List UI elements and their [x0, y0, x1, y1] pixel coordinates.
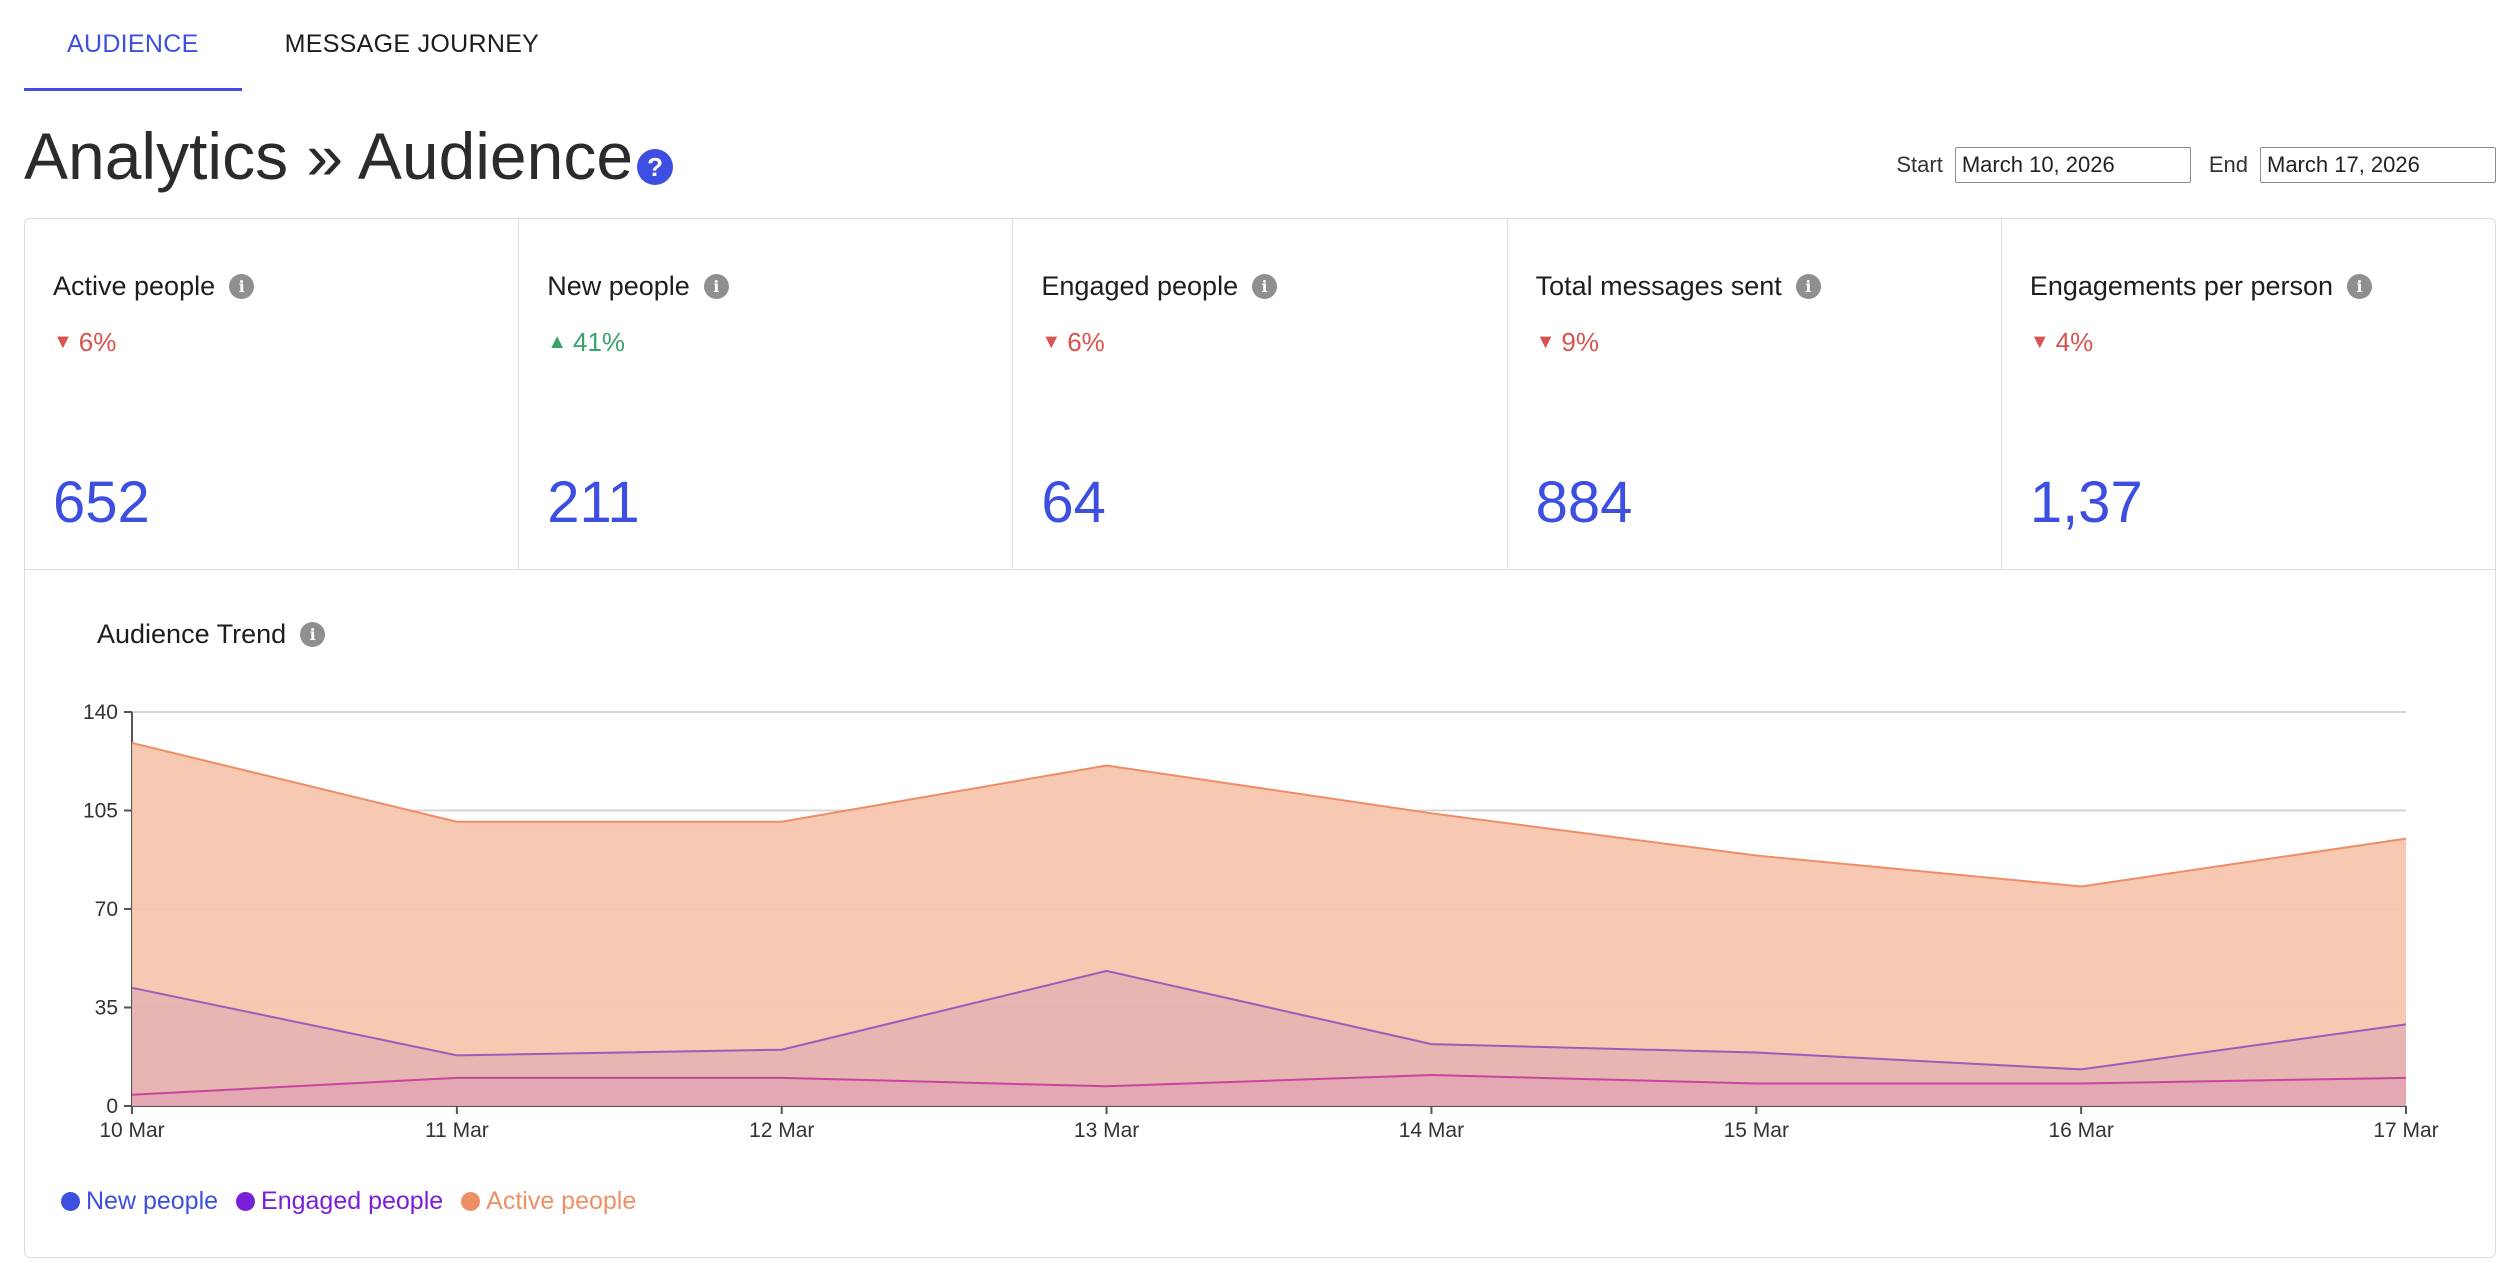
series-new-people-area: [132, 1075, 2406, 1106]
triangle-up-icon: ▲: [547, 331, 567, 353]
tab-message-journey[interactable]: MESSAGE JOURNEY: [284, 29, 540, 58]
x-tick-label: 16 Mar: [2048, 1119, 2113, 1142]
start-date-label: Start: [1896, 152, 1943, 177]
triangle-down-icon: ▼: [2029, 331, 2050, 353]
series-active-people-area: [132, 742, 2406, 1106]
tab-audience[interactable]: AUDIENCE: [24, 0, 242, 91]
stat-value: 884: [1535, 470, 1633, 535]
stat-engaged-people: Engaged people i ▼ 6% 64: [1013, 219, 1508, 569]
analytics-card: Active people i ▼ 6% 652 New people i ▲ 41% …: [24, 218, 2496, 1258]
stat-new-people: New people i ▲ 41% 211: [519, 219, 1014, 569]
triangle-down-icon: ▼: [53, 331, 73, 353]
stat-label: New people i: [547, 271, 729, 302]
triangle-down-icon: ▼: [1041, 331, 1062, 353]
x-tick-label: 17 Mar: [2373, 1119, 2438, 1142]
info-icon[interactable]: i: [703, 274, 729, 299]
x-tick-label: 11 Mar: [425, 1119, 489, 1142]
legend-item-engaged-people[interactable]: Engaged people: [236, 1187, 443, 1216]
stat-change: ▼ 4%: [2029, 327, 2094, 357]
legend-item-active-people[interactable]: Active people: [461, 1187, 636, 1216]
triangle-down-icon: ▼: [1535, 331, 1556, 353]
page-header: Analytics » Audience ?: [24, 118, 674, 194]
info-icon[interactable]: i: [229, 274, 255, 299]
y-tick-label: 105: [83, 800, 118, 823]
y-tick-label: 140: [83, 701, 118, 724]
y-tick-label: 0: [106, 1095, 118, 1118]
legend-item-new-people[interactable]: New people: [61, 1187, 218, 1216]
question-circle-icon[interactable]: ?: [637, 149, 674, 185]
legend-dot: [461, 1192, 481, 1211]
stat-total-messages-sent: Total messages sent i ▼ 9% 884: [1508, 219, 2002, 569]
series-engaged-people-line: [131, 969, 2407, 1071]
stat-change: ▼ 6%: [1041, 327, 1105, 357]
stat-engagements-per-person: Engagements per person i ▼ 4% 1,37: [2002, 219, 2495, 569]
x-tick-label: 10 Mar: [99, 1119, 164, 1142]
end-date-label: End: [2208, 152, 2248, 177]
stat-label: Total messages sent i: [1536, 271, 1821, 302]
tab-bar: AUDIENCE MESSAGE JOURNEY: [24, 0, 582, 92]
series-new-people-line: [131, 1074, 2407, 1096]
legend-dot: [236, 1192, 256, 1211]
info-icon[interactable]: i: [1795, 274, 1821, 299]
stat-label: Engagements per person i: [2030, 271, 2373, 302]
page-title: Analytics » Audience: [24, 119, 634, 193]
stat-change: ▼ 6%: [53, 327, 117, 357]
y-tick-label: 70: [95, 898, 118, 921]
stat-active-people: Active people i ▼ 6% 652: [25, 219, 520, 569]
chart-title: Audience Trend i: [97, 619, 326, 650]
x-tick-label: 15 Mar: [1724, 1119, 1789, 1142]
stat-value: 652: [53, 470, 150, 535]
stat-change: ▼ 9%: [1535, 327, 1599, 357]
x-tick-label: 14 Mar: [1399, 1119, 1464, 1142]
date-range: Start End: [1878, 147, 2496, 183]
x-tick-label: 13 Mar: [1074, 1119, 1139, 1142]
info-icon[interactable]: i: [2347, 274, 2373, 299]
stat-change: ▲ 41%: [547, 327, 626, 357]
info-icon[interactable]: i: [1252, 274, 1278, 299]
stat-label: Active people i: [53, 271, 255, 302]
start-date-input[interactable]: [1954, 147, 2191, 183]
info-icon[interactable]: i: [300, 622, 326, 647]
series-active-people-line: [131, 741, 2407, 888]
chart-legend: New people Engaged people Active people: [61, 1187, 654, 1216]
stat-value: 64: [1041, 470, 1106, 535]
y-tick-label: 35: [95, 997, 118, 1020]
stats-row: Active people i ▼ 6% 652 New people i ▲ 41% …: [25, 219, 2495, 570]
end-date-input[interactable]: [2260, 147, 2496, 183]
stat-value: 1,37: [2029, 470, 2143, 535]
legend-dot: [61, 1192, 80, 1211]
x-tick-label: 12 Mar: [749, 1119, 814, 1142]
audience-trend-chart: 0 35 70 105 140 10 Mar 11 Mar 12 Mar 13 Mar 14 Ma…: [83, 701, 2439, 1142]
stat-value: 211: [547, 470, 640, 535]
stat-label: Engaged people i: [1041, 271, 1278, 302]
series-engaged-people-area: [132, 970, 2406, 1106]
